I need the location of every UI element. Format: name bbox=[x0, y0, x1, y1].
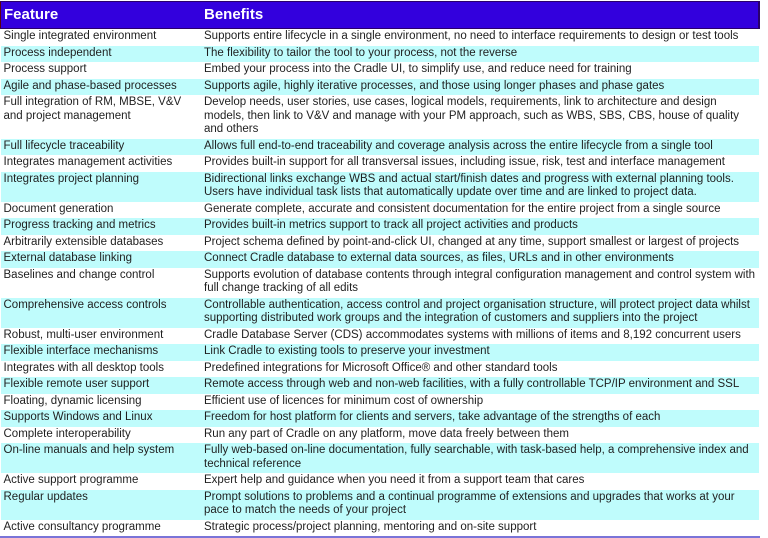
benefit-cell: Efficient use of licences for minimum co… bbox=[204, 394, 484, 407]
benefit-cell: Run any part of Cradle on any platform, … bbox=[204, 427, 570, 440]
benefit-cell: Bidirectional links exchange WBS and act… bbox=[204, 172, 734, 199]
table-header: Feature Benefits bbox=[0, 1, 760, 29]
table-row: Single integrated environment Supports e… bbox=[1, 29, 760, 46]
benefit-cell: Prompt solutions to problems and a conti… bbox=[204, 490, 735, 517]
feature-cell: Complete interoperability bbox=[3, 427, 131, 440]
table-row: Regular updates Prompt solutions to prob… bbox=[0, 489, 759, 520]
table-row: Baselines and change control Supports ev… bbox=[1, 268, 760, 298]
benefit-cell: Embed your process into the Cradle UI, t… bbox=[204, 63, 632, 75]
table-row: Active support programme Expert help and… bbox=[1, 473, 760, 490]
table-row: Document generation Generate complete, a… bbox=[1, 202, 760, 219]
benefit-cell: Supports evolution of database contents … bbox=[204, 268, 756, 295]
feature-cell: Flexible interface mechanisms bbox=[3, 345, 159, 357]
feature-cell: External database linking bbox=[3, 252, 133, 264]
table-row: Integrates with all desktop tools Predef… bbox=[1, 361, 760, 378]
table-row: External database linking Connect Cradle… bbox=[0, 251, 759, 268]
table-row: Floating, dynamic licensing Efficient us… bbox=[1, 394, 760, 411]
table-row: Full integration of RM, MBSE, V&V and pr… bbox=[1, 95, 760, 139]
benefit-cell: Strategic process/project planning, ment… bbox=[204, 520, 537, 533]
table-row: Flexible remote user support Remote acce… bbox=[0, 377, 759, 394]
benefit-cell: Supports entire lifecycle in a single en… bbox=[204, 30, 739, 42]
benefit-cell: Expert help and guidance when you need i… bbox=[204, 474, 585, 486]
benefit-cell: Predefined integrations for Microsoft Of… bbox=[204, 361, 558, 374]
benefit-cell: Remote access through web and non-web fa… bbox=[204, 378, 740, 390]
feature-cell: Baselines and change control bbox=[3, 268, 155, 281]
benefit-cell: Provides built-in support for all transv… bbox=[204, 156, 725, 168]
feature-cell: Integrates with all desktop tools bbox=[3, 361, 164, 374]
feature-cell: Integrates project planning bbox=[3, 172, 140, 185]
feature-cell: Integrates management activities bbox=[3, 156, 173, 168]
benefit-cell: Freedom for host platform for clients an… bbox=[204, 411, 661, 423]
feature-cell: Regular updates bbox=[3, 490, 88, 503]
table-row: Process support Embed your process into … bbox=[1, 62, 760, 79]
feature-cell: Arbitrarily extensible databases bbox=[3, 235, 164, 248]
benefit-cell: Controllable authentication, access cont… bbox=[204, 298, 750, 325]
feature-benefits-table-body: Single integrated environment Supports e… bbox=[0, 29, 760, 537]
benefit-cell: Project schema defined by point-and-clic… bbox=[204, 235, 740, 248]
feature-cell: Agile and phase-based processes bbox=[3, 79, 177, 92]
benefit-cell: The flexibility to tailor the tool to yo… bbox=[204, 46, 518, 59]
benefits-column-header: Benefits bbox=[201, 1, 760, 29]
table-row: Progress tracking and metrics Provides b… bbox=[0, 218, 759, 235]
feature-cell: On-line manuals and help system bbox=[3, 444, 175, 456]
feature-cell: Active support programme bbox=[3, 474, 139, 486]
benefit-cell: Connect Cradle database to external data… bbox=[204, 252, 674, 264]
table-row: Full lifecycle traceability Allows full … bbox=[0, 138, 759, 155]
table-row: Comprehensive access controls Controllab… bbox=[0, 297, 759, 328]
table-row: Arbitrarily extensible databases Project… bbox=[1, 235, 760, 252]
feature-cell: Robust, multi-user environment bbox=[3, 328, 164, 341]
header-row: Feature Benefits bbox=[0, 1, 760, 29]
feature-cell: Process support bbox=[3, 63, 87, 75]
benefit-cell: Provides built-in metrics support to tra… bbox=[204, 219, 578, 231]
feature-cell: Process independent bbox=[3, 46, 112, 59]
table-row: Process independent The flexibility to t… bbox=[0, 45, 759, 62]
benefit-cell: Generate complete, accurate and consiste… bbox=[204, 202, 721, 215]
feature-cell: Progress tracking and metrics bbox=[3, 219, 156, 231]
feature-cell: Supports Windows and Linux bbox=[3, 411, 153, 423]
table-row: Active consultancy programme Strategic p… bbox=[1, 520, 760, 537]
feature-cell: Single integrated environment bbox=[3, 30, 157, 42]
feature-cell: Active consultancy programme bbox=[3, 520, 161, 533]
feature-cell: Document generation bbox=[3, 202, 114, 215]
benefit-cell: Develop needs, user stories, use cases, … bbox=[204, 96, 740, 135]
benefit-cell: Allows full end-to-end traceability and … bbox=[204, 139, 713, 152]
table-row: Agile and phase-based processes Supports… bbox=[0, 78, 759, 95]
feature-cell: Full integration of RM, MBSE, V&V and pr… bbox=[3, 96, 182, 122]
table-row: Integrates project planning Bidirectiona… bbox=[0, 171, 759, 202]
table-row: Integrates management activities Provide… bbox=[1, 155, 760, 172]
benefit-cell: Link Cradle to existing tools to preserv… bbox=[204, 345, 490, 357]
feature-cell: Flexible remote user support bbox=[3, 378, 150, 390]
benefit-cell: Cradle Database Server (CDS) accommodate… bbox=[204, 328, 741, 341]
table-row: Robust, multi-user environment Cradle Da… bbox=[1, 328, 760, 345]
feature-cell: Floating, dynamic licensing bbox=[3, 394, 142, 407]
table-row: Flexible interface mechanisms Link Cradl… bbox=[0, 344, 759, 361]
benefit-cell: Supports agile, highly iterative process… bbox=[204, 79, 665, 92]
feature-column-header: Feature bbox=[0, 1, 201, 29]
table-row: Supports Windows and Linux Freedom for h… bbox=[0, 410, 759, 427]
benefit-cell: Fully web-based on-line documentation, f… bbox=[204, 444, 749, 470]
table-row: Complete interoperability Run any part o… bbox=[1, 427, 760, 444]
feature-cell: Full lifecycle traceability bbox=[3, 139, 125, 152]
table-row: On-line manuals and help system Fully we… bbox=[0, 443, 759, 473]
feature-cell: Comprehensive access controls bbox=[3, 298, 167, 311]
